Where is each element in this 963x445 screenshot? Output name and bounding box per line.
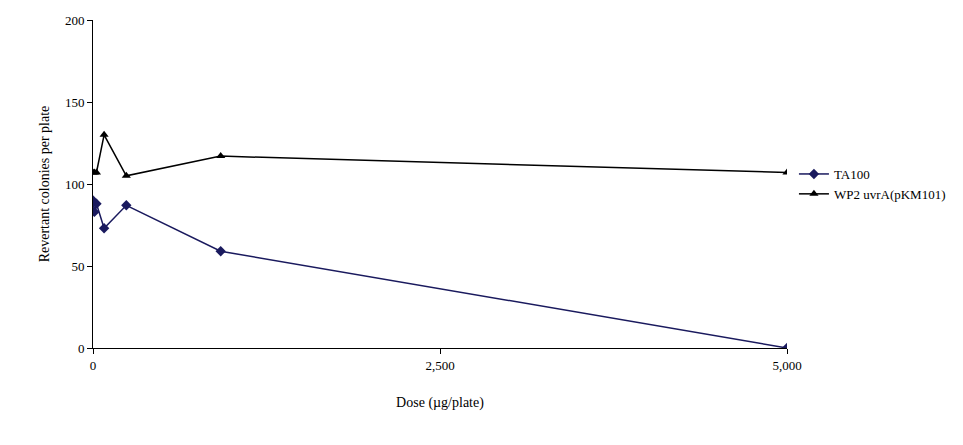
svg-text:100: 100 — [65, 177, 85, 192]
svg-text:50: 50 — [71, 259, 84, 274]
svg-text:200: 200 — [65, 13, 85, 28]
svg-text:0: 0 — [78, 341, 85, 356]
svg-text:WP2 uvrA(pKM101): WP2 uvrA(pKM101) — [834, 187, 946, 202]
svg-text:2,500: 2,500 — [425, 358, 454, 373]
svg-text:TA100: TA100 — [834, 167, 870, 182]
svg-text:150: 150 — [65, 95, 85, 110]
svg-text:Revertant colonies per plate: Revertant colonies per plate — [37, 106, 52, 263]
svg-text:0: 0 — [90, 358, 97, 373]
svg-text:5,000: 5,000 — [772, 358, 801, 373]
svg-text:Dose (µg/plate): Dose (µg/plate) — [396, 395, 484, 411]
